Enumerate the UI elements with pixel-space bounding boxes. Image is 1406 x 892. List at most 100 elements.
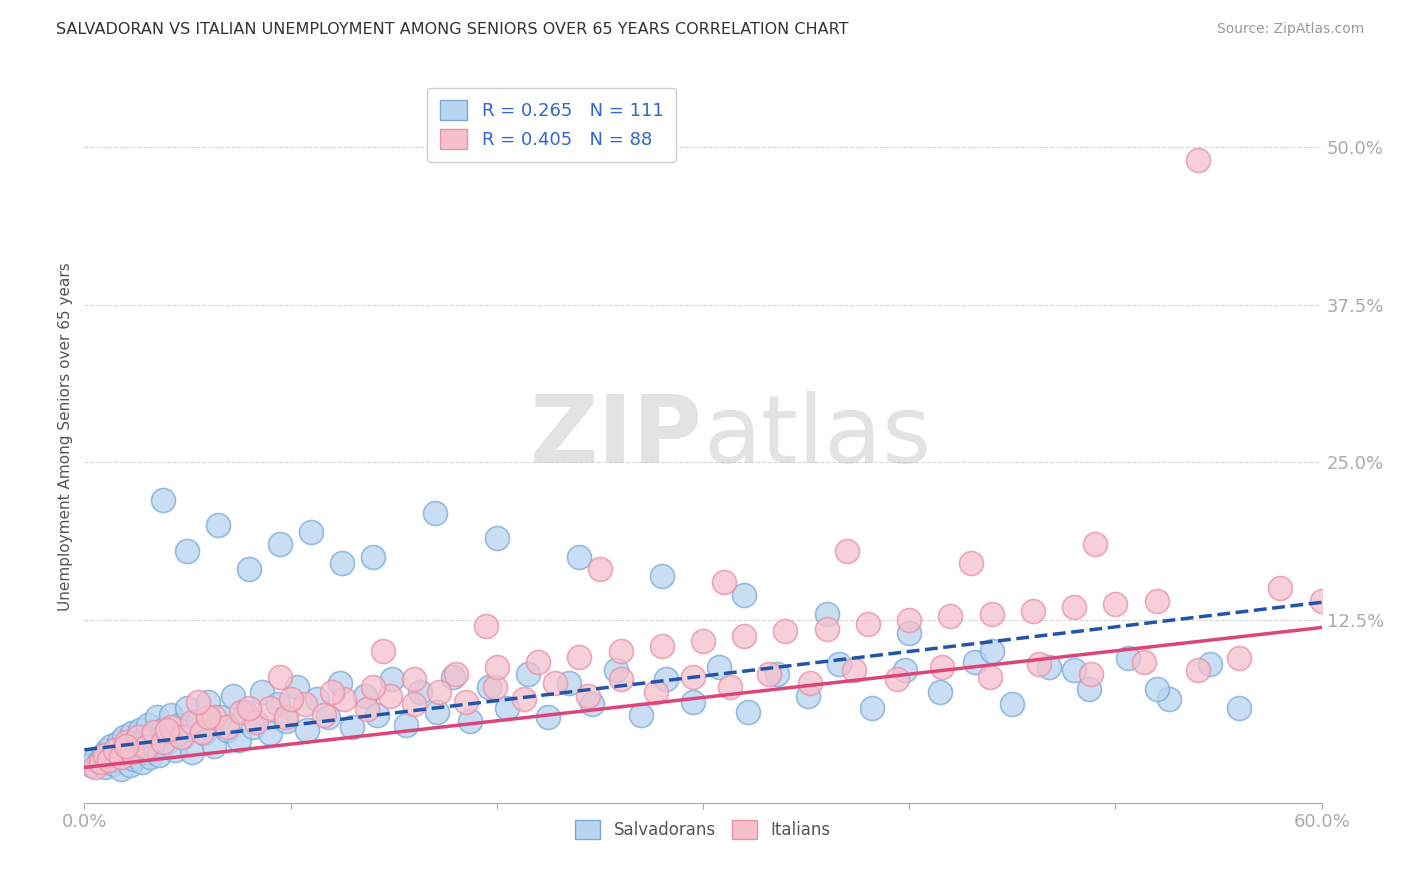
Point bbox=[294, 698, 316, 712]
Point bbox=[143, 739, 166, 753]
Point bbox=[353, 689, 375, 703]
Point bbox=[160, 720, 183, 734]
Point bbox=[167, 717, 190, 731]
Point bbox=[100, 739, 122, 753]
Point bbox=[114, 739, 136, 753]
Point bbox=[980, 644, 1002, 658]
Text: ZIP: ZIP bbox=[530, 391, 703, 483]
Point bbox=[121, 726, 143, 740]
Point bbox=[135, 740, 157, 755]
Point bbox=[105, 753, 128, 767]
Point bbox=[1038, 659, 1060, 673]
Point bbox=[114, 735, 136, 749]
Point bbox=[148, 747, 170, 762]
Point bbox=[295, 723, 318, 737]
Point bbox=[815, 607, 838, 621]
Point bbox=[1227, 701, 1250, 715]
Point bbox=[443, 670, 465, 684]
Point bbox=[939, 609, 962, 624]
Point bbox=[356, 702, 378, 716]
Point bbox=[581, 698, 603, 712]
Point bbox=[202, 739, 225, 753]
Point bbox=[316, 710, 339, 724]
Point bbox=[103, 756, 125, 771]
Point bbox=[1104, 597, 1126, 611]
Point bbox=[605, 664, 627, 678]
Point bbox=[156, 723, 179, 737]
Point bbox=[269, 670, 291, 684]
Point bbox=[1022, 604, 1045, 618]
Point bbox=[125, 735, 148, 749]
Point bbox=[378, 689, 401, 703]
Point bbox=[329, 676, 352, 690]
Point bbox=[558, 676, 581, 690]
Point bbox=[139, 750, 162, 764]
Point bbox=[630, 707, 652, 722]
Point bbox=[1063, 600, 1085, 615]
Point bbox=[152, 735, 174, 749]
Point bbox=[1146, 594, 1168, 608]
Point bbox=[361, 680, 384, 694]
Point bbox=[894, 664, 917, 678]
Point bbox=[127, 743, 149, 757]
Point bbox=[485, 531, 508, 545]
Point bbox=[110, 762, 132, 776]
Point bbox=[285, 680, 308, 694]
Point bbox=[609, 672, 631, 686]
Point bbox=[176, 543, 198, 558]
Point bbox=[191, 725, 214, 739]
Point bbox=[229, 705, 252, 719]
Point bbox=[117, 740, 139, 755]
Text: Source: ZipAtlas.com: Source: ZipAtlas.com bbox=[1216, 22, 1364, 37]
Point bbox=[165, 743, 187, 757]
Point bbox=[856, 616, 879, 631]
Point bbox=[104, 745, 127, 759]
Point bbox=[527, 655, 550, 669]
Point bbox=[477, 680, 499, 694]
Point bbox=[965, 655, 987, 669]
Point bbox=[141, 728, 163, 742]
Point bbox=[381, 672, 404, 686]
Point bbox=[215, 720, 238, 734]
Point bbox=[1001, 698, 1024, 712]
Point bbox=[692, 634, 714, 648]
Point bbox=[427, 685, 450, 699]
Point bbox=[404, 672, 426, 686]
Point bbox=[1063, 664, 1085, 678]
Point bbox=[568, 649, 591, 664]
Point bbox=[733, 588, 755, 602]
Point bbox=[484, 680, 506, 694]
Point bbox=[828, 657, 851, 671]
Point bbox=[131, 756, 153, 770]
Point bbox=[1227, 650, 1250, 665]
Point bbox=[90, 756, 112, 770]
Point bbox=[1270, 582, 1292, 596]
Point bbox=[898, 613, 921, 627]
Point bbox=[426, 705, 449, 719]
Point bbox=[1187, 664, 1209, 678]
Point bbox=[121, 745, 143, 759]
Point bbox=[373, 644, 395, 658]
Point bbox=[79, 758, 101, 772]
Point bbox=[737, 705, 759, 719]
Point bbox=[1310, 594, 1333, 608]
Point bbox=[395, 717, 418, 731]
Point bbox=[409, 685, 432, 699]
Point bbox=[576, 689, 599, 703]
Point bbox=[361, 549, 384, 564]
Point bbox=[187, 695, 209, 709]
Point bbox=[193, 726, 215, 740]
Point bbox=[215, 723, 238, 737]
Point bbox=[238, 562, 260, 576]
Point bbox=[404, 698, 426, 712]
Point bbox=[1080, 667, 1102, 681]
Point bbox=[842, 664, 865, 678]
Point bbox=[267, 698, 290, 712]
Point bbox=[512, 692, 534, 706]
Point bbox=[276, 710, 298, 724]
Point bbox=[475, 619, 498, 633]
Point bbox=[152, 493, 174, 508]
Point bbox=[228, 732, 250, 747]
Point bbox=[152, 723, 174, 737]
Point bbox=[98, 750, 121, 764]
